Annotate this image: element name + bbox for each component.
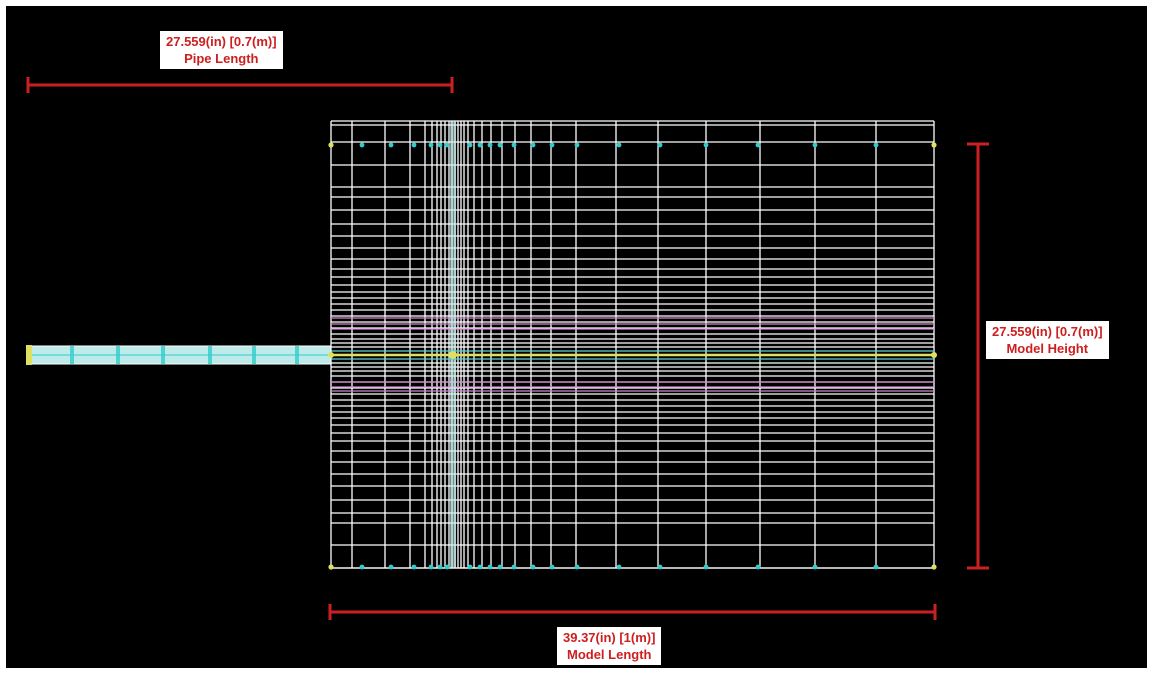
mesh-node	[388, 564, 394, 570]
mesh-node	[411, 142, 417, 148]
mesh-node	[444, 564, 450, 570]
centerline-node	[328, 352, 334, 358]
model-length-name: Model Length	[566, 647, 652, 662]
mesh-node	[755, 564, 761, 570]
model-mesh	[330, 120, 935, 569]
mesh-node	[467, 142, 473, 148]
mesh-node	[703, 564, 709, 570]
inlet-node	[449, 351, 457, 359]
mesh-node	[487, 142, 493, 148]
pipe-length-value: 27.559(in) [0.7(m)]	[166, 34, 277, 49]
pipe-length-name: Pipe Length	[184, 51, 259, 66]
corner-node	[328, 142, 334, 148]
dimension-lines	[26, 77, 989, 620]
mesh-node	[477, 564, 483, 570]
mesh-node	[487, 564, 493, 570]
mesh-node	[497, 142, 503, 148]
mesh-node	[411, 564, 417, 570]
pipe-node	[70, 346, 74, 364]
model-height-value: 27.559(in) [0.7(m)]	[992, 324, 1103, 339]
pipe-length-label: 27.559(in) [0.7(m)] Pipe Length	[160, 31, 283, 69]
mesh-node	[812, 564, 818, 570]
mesh-node	[359, 142, 365, 148]
model-height-name: Model Height	[1006, 341, 1089, 356]
mesh-node	[812, 142, 818, 148]
mesh-node	[511, 142, 517, 148]
corner-node	[931, 564, 937, 570]
pipe-node	[295, 346, 299, 364]
pipe-node	[161, 346, 165, 364]
pipe-inlet-cap	[26, 345, 32, 365]
mesh-node	[873, 564, 879, 570]
mesh-node	[703, 142, 709, 148]
pipe-node	[208, 346, 212, 364]
model-height-label: 27.559(in) [0.7(m)] Model Height	[986, 321, 1109, 359]
mesh-node	[574, 142, 580, 148]
mesh-node	[530, 564, 536, 570]
mesh-node	[549, 142, 555, 148]
corner-node	[931, 142, 937, 148]
mesh-node	[755, 142, 761, 148]
mesh-node	[467, 564, 473, 570]
mesh-node	[388, 142, 394, 148]
mesh-node	[437, 564, 443, 570]
mesh-node	[428, 564, 434, 570]
mesh-node	[444, 142, 450, 148]
mesh-node	[873, 142, 879, 148]
model-length-value: 39.37(in) [1(m)]	[563, 630, 656, 645]
mesh-node	[359, 564, 365, 570]
mesh-node	[616, 142, 622, 148]
mesh-node	[497, 564, 503, 570]
model-length-label: 39.37(in) [1(m)] Model Length	[557, 627, 662, 665]
pipe-node	[252, 346, 256, 364]
mesh-node	[477, 142, 483, 148]
mesh-node	[616, 564, 622, 570]
inlet-column	[450, 121, 456, 568]
mesh-node	[657, 564, 663, 570]
mesh-node	[511, 564, 517, 570]
mesh-node	[428, 142, 434, 148]
centerline-node	[931, 352, 937, 358]
mesh-nodes	[70, 142, 937, 570]
mesh-node	[574, 564, 580, 570]
corner-node	[328, 564, 334, 570]
mesh-node	[437, 142, 443, 148]
mesh-node	[549, 564, 555, 570]
mesh-node	[657, 142, 663, 148]
mesh-node	[530, 142, 536, 148]
pipe-node	[116, 346, 120, 364]
